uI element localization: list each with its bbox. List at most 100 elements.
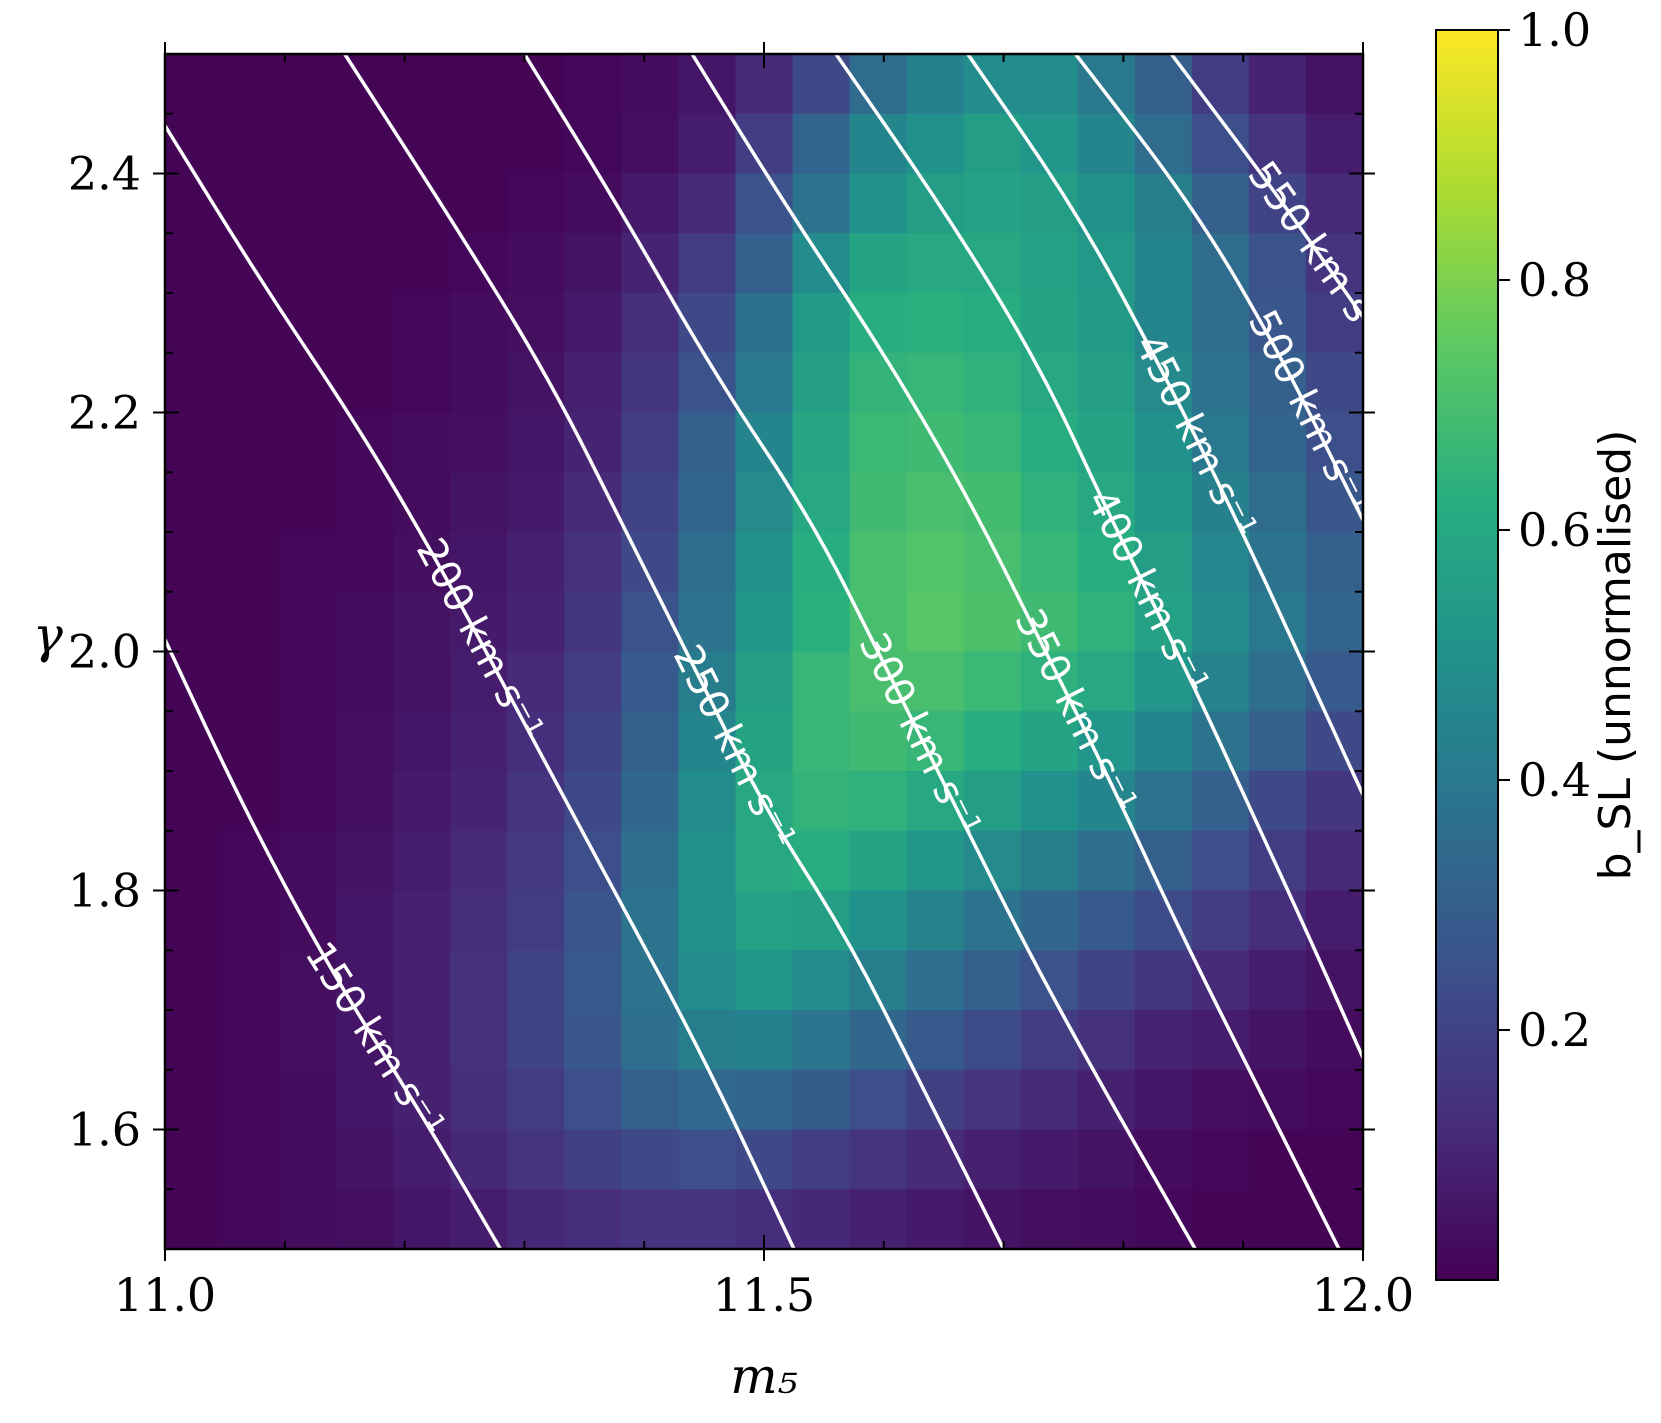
heatmap-cell (507, 532, 565, 593)
heatmap-cell (564, 830, 622, 892)
heatmap-cell (849, 711, 908, 772)
heatmap-cell (222, 472, 280, 533)
heatmap-cell (336, 113, 394, 175)
heatmap-cell (906, 54, 965, 115)
x-axis-title: m₅ (730, 1347, 797, 1405)
heatmap-cell (849, 830, 908, 892)
heatmap-cell (222, 54, 280, 115)
contour-line (834, 54, 1363, 1059)
heatmap-cell (393, 412, 451, 473)
contour-lines (165, 54, 1363, 1249)
heatmap-cell (1248, 950, 1307, 1011)
heatmap-cell (621, 1189, 680, 1249)
heatmap-cell (1248, 711, 1307, 772)
heatmap-cell (963, 352, 1022, 414)
heatmap-cell (450, 54, 508, 115)
heatmap-cell (1248, 591, 1307, 653)
heatmap-cell (1077, 472, 1136, 533)
heatmap-cell (906, 532, 965, 593)
heatmap-cell (1020, 532, 1079, 593)
heatmap-cell (507, 472, 565, 533)
heatmap-cell (792, 771, 851, 832)
heatmap-cell (906, 352, 965, 414)
heatmap-cells (165, 54, 1363, 1249)
heatmap-cell (1191, 1069, 1250, 1131)
heatmap-cell (1305, 950, 1363, 1011)
heatmap-cell (564, 173, 622, 234)
heatmap-cell (336, 293, 394, 354)
heatmap-cell (678, 532, 737, 593)
heatmap-cell (906, 651, 965, 712)
heatmap-cell (1020, 1010, 1079, 1071)
heatmap-cell (1077, 532, 1136, 593)
heatmap-cell (336, 651, 394, 712)
heatmap-cell (678, 651, 737, 712)
heatmap-cell (393, 711, 451, 772)
heatmap-cell (450, 771, 508, 832)
heatmap-cell (678, 771, 737, 832)
heatmap-cell (165, 113, 223, 175)
heatmap-cell (507, 890, 565, 951)
heatmap-cell (735, 412, 794, 473)
heatmap-cell (678, 830, 737, 892)
heatmap-cell (792, 352, 851, 414)
heatmap-cell (165, 532, 223, 593)
heatmap-cell (621, 1129, 680, 1190)
heatmap-cell (1020, 890, 1079, 951)
heatmap-cell (507, 1129, 565, 1190)
heatmap-cell (393, 1189, 451, 1249)
heatmap-cell (564, 711, 622, 772)
heatmap-cell (906, 711, 965, 772)
heatmap-cell (279, 532, 337, 593)
heatmap-cell (906, 233, 965, 294)
heatmap-cell (735, 890, 794, 951)
heatmap-cell (393, 591, 451, 653)
heatmap-cell (450, 830, 508, 892)
heatmap-cell (678, 1069, 737, 1131)
heatmap-cell (336, 532, 394, 593)
heatmap-cell (507, 950, 565, 1011)
heatmap-cell (450, 1069, 508, 1131)
heatmap-cell (1077, 771, 1136, 832)
heatmap-cell (792, 1189, 851, 1249)
heatmap-cell (621, 1010, 680, 1071)
heatmap-cell (792, 173, 851, 234)
heatmap-cell (507, 651, 565, 712)
heatmap-cell (564, 591, 622, 653)
heatmap-cell (1191, 54, 1250, 115)
heatmap-cell (735, 532, 794, 593)
heatmap-cell (336, 830, 394, 892)
heatmap-cell (1134, 711, 1193, 772)
heatmap-cell (1020, 293, 1079, 354)
heatmap-cell (1020, 352, 1079, 414)
heatmap-cell (1305, 711, 1363, 772)
contour-line (165, 638, 502, 1249)
heatmap-cell (336, 1189, 394, 1249)
heatmap-cell (678, 591, 737, 653)
heatmap-cell (393, 233, 451, 294)
heatmap-cell (849, 233, 908, 294)
heatmap-cell (678, 412, 737, 473)
heatmap-cell (1248, 1010, 1307, 1071)
heatmap-cell (1134, 233, 1193, 294)
heatmap-cell (906, 113, 965, 175)
heatmap-cell (849, 173, 908, 234)
heatmap-cell (963, 1010, 1022, 1071)
colorbar-gradient (1435, 29, 1499, 1281)
heatmap-cell (1191, 412, 1250, 473)
heatmap-cell (735, 233, 794, 294)
x-tick-label: 11.5 (713, 1268, 815, 1322)
heatmap-cell (393, 1129, 451, 1190)
heatmap-cell (336, 1069, 394, 1131)
x-axis-ticks: 11.0 11.5 12.0 (114, 42, 1414, 1322)
heatmap-cell (1134, 472, 1193, 533)
heatmap-cell (1191, 830, 1250, 892)
heatmap-cell (1077, 651, 1136, 712)
heatmap-cell (735, 591, 794, 653)
heatmap-cell (1077, 830, 1136, 892)
heatmap-cell (450, 890, 508, 951)
heatmap-cell (165, 1010, 223, 1071)
heatmap-cell (564, 233, 622, 294)
heatmap-cell (1134, 173, 1193, 234)
heatmap-cell (792, 113, 851, 175)
